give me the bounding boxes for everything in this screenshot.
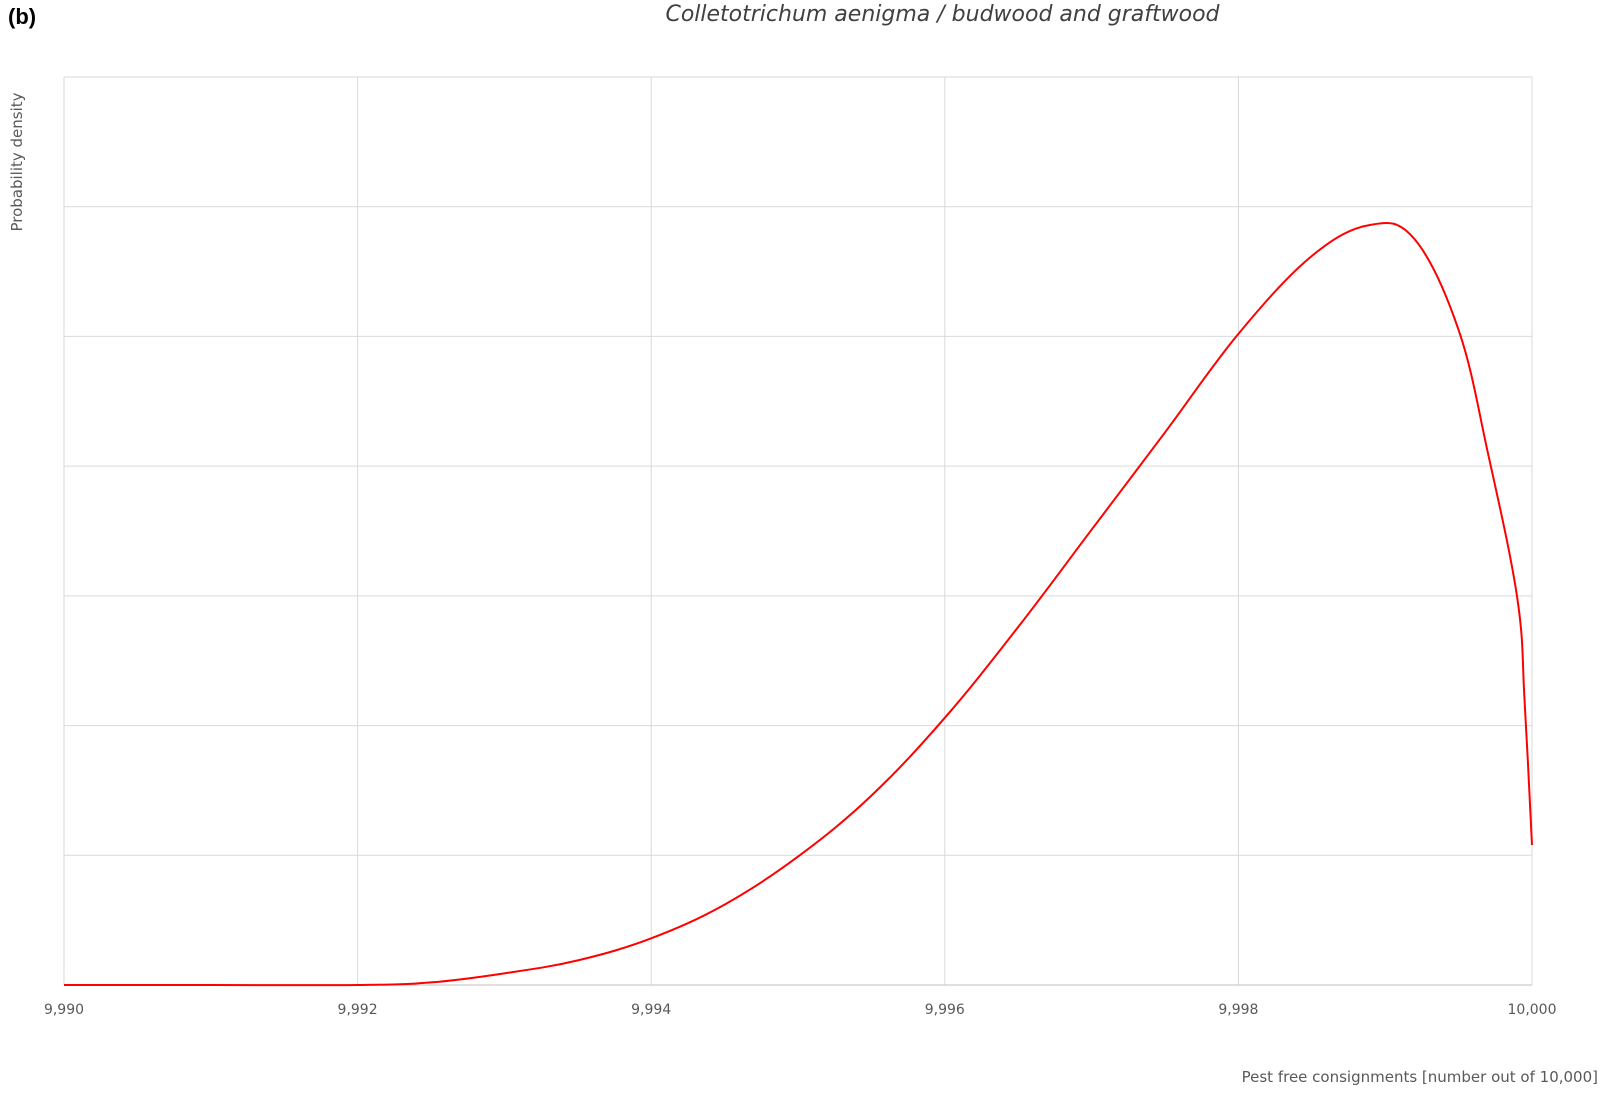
x-tick-labels: 9,990 9,992 9,994 9,996 9,998 10,000 bbox=[44, 1002, 1557, 1018]
series-line bbox=[64, 222, 1533, 987]
x-axis-label: Pest free consignments [number out of 10… bbox=[1242, 1068, 1598, 1086]
x-tick-label: 9,996 bbox=[925, 1002, 965, 1018]
x-tick-label: 10,000 bbox=[1508, 1002, 1557, 1018]
x-tick-label: 9,990 bbox=[44, 1002, 84, 1018]
series-layer bbox=[64, 222, 1533, 987]
panel-label: (b) bbox=[8, 4, 37, 29]
chart-title: Colletotrichum aenigma / budwood and gra… bbox=[665, 2, 1220, 27]
y-axis-label: Probability density bbox=[8, 92, 26, 231]
x-tick-label: 9,998 bbox=[1218, 1002, 1258, 1018]
x-tick-label: 9,992 bbox=[338, 1002, 378, 1018]
x-tick-label: 9,994 bbox=[631, 1002, 671, 1018]
grid bbox=[63, 76, 1533, 986]
